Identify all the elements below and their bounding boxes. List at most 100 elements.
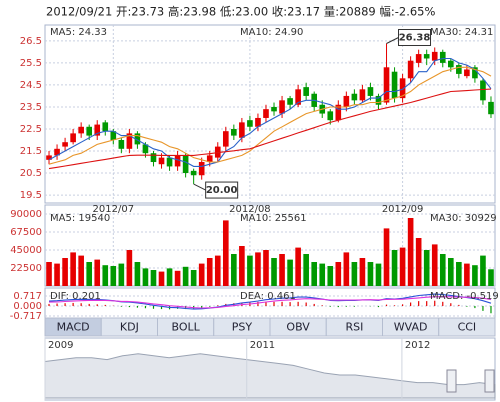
volume-bar <box>62 258 68 286</box>
y-tick-label: 24.5 <box>20 80 42 91</box>
tab-label[interactable]: CCI <box>458 321 477 334</box>
candle-body <box>303 87 309 96</box>
volume-bar <box>54 263 60 286</box>
tab-label[interactable]: OBV <box>286 321 310 334</box>
legend-label: MACD: -0.519 <box>430 291 499 302</box>
candle-body <box>190 170 197 176</box>
volume-bar <box>447 258 454 286</box>
candle-body <box>375 95 382 105</box>
annotation-leader <box>193 183 206 191</box>
tab-label[interactable]: BOLL <box>171 321 200 334</box>
candle-body <box>488 101 494 115</box>
x-tick-label: 2012/08 <box>229 204 271 215</box>
annotation: 26.38 <box>399 33 431 44</box>
candle-body <box>456 65 462 74</box>
price-panel <box>44 24 496 204</box>
tab[interactable] <box>438 317 496 337</box>
candle-body <box>142 144 149 154</box>
candle-body <box>166 157 173 167</box>
candle-body <box>335 104 342 121</box>
volume-bar <box>94 259 101 286</box>
volume-bar <box>70 252 76 286</box>
y-tick-label: 22.5 <box>20 124 42 135</box>
volume-bar <box>431 244 438 286</box>
y-tick-label: 22500 <box>10 263 42 274</box>
volume-bar <box>198 263 205 286</box>
candle-body <box>255 117 261 127</box>
navigator-handle[interactable] <box>446 369 457 393</box>
volume-bar <box>383 228 390 286</box>
candle-body <box>86 126 93 136</box>
candle-body <box>158 157 165 165</box>
candle-body <box>174 155 181 167</box>
volume-bar <box>359 258 366 286</box>
y-tick-label: 0.717 <box>13 291 42 302</box>
candle-body <box>222 131 229 147</box>
tab-label[interactable]: MACD <box>57 321 90 334</box>
volume-bar <box>295 247 301 286</box>
candle-body <box>239 122 245 138</box>
candle-body <box>472 67 478 79</box>
volume-bar <box>46 262 52 286</box>
y-tick-label: 21.5 <box>20 146 42 157</box>
volume-bar <box>319 263 326 286</box>
indicator-tabs: MACD KDJ BOLL PSY OBV RSI WVAD CCI <box>44 317 496 337</box>
legend-label: DEA: 0.461 <box>240 291 296 302</box>
tab-label[interactable]: PSY <box>232 321 253 334</box>
candle-body <box>423 54 430 59</box>
candle-body <box>247 120 253 127</box>
navigator-area <box>44 353 496 399</box>
volume-bar <box>287 259 293 286</box>
candle-body <box>415 54 422 63</box>
candle-body <box>407 60 414 79</box>
candle-body <box>271 106 277 112</box>
x-tick-label: 2012/09 <box>382 204 424 215</box>
ma-line <box>48 66 492 165</box>
candle-body <box>391 71 398 99</box>
candle-body <box>134 133 141 145</box>
candle-body <box>102 122 109 132</box>
volume-bar <box>367 262 374 286</box>
volume-bar <box>263 250 269 286</box>
candle-body <box>126 133 133 149</box>
tab-label[interactable]: KDJ <box>120 321 139 334</box>
volume-bar <box>158 271 165 286</box>
tab-label[interactable]: RSI <box>345 321 363 334</box>
candle-body <box>383 67 390 103</box>
candle-body <box>206 155 213 163</box>
y-tick-label: 0.000 <box>13 301 42 312</box>
y-tick-label: 20.5 <box>20 168 42 179</box>
legend-label: DIF: 0.201 <box>50 291 101 302</box>
volume-bar <box>118 263 125 286</box>
candle-body <box>447 60 454 68</box>
volume-bar <box>415 238 422 286</box>
candle-body <box>279 100 285 114</box>
volume-bar <box>423 250 430 286</box>
volume-bar <box>182 266 189 286</box>
volume-bar <box>464 263 470 286</box>
volume-bar <box>456 262 462 286</box>
volume-bar <box>86 262 93 286</box>
quote-header: 2012/09/21 开:23.73 高:23.98 低:23.00 收:23.… <box>46 5 435 19</box>
y-tick-label: 90000 <box>10 209 42 220</box>
volume-bar <box>311 262 318 286</box>
volume-bar <box>351 262 358 286</box>
volume-bar <box>174 270 181 286</box>
legend-label: MA5: 19540 <box>50 213 110 224</box>
candle-body <box>62 142 68 147</box>
y-tick-label: 26.5 <box>20 36 42 47</box>
candle-body <box>287 98 293 105</box>
volume-bar <box>407 218 414 286</box>
navigator-handle[interactable] <box>484 369 495 393</box>
candle-body <box>70 133 76 143</box>
volume-bar <box>190 270 197 286</box>
volume-bar <box>142 268 149 286</box>
candle-body <box>367 87 374 96</box>
legend-label: MA5: 24.33 <box>50 27 107 38</box>
tab-label[interactable]: WVAD <box>394 321 428 334</box>
candle-body <box>231 128 237 136</box>
candle-body <box>351 93 358 101</box>
volume-bar <box>255 252 261 286</box>
volume-bar <box>239 246 245 286</box>
volume-bar <box>279 254 285 286</box>
